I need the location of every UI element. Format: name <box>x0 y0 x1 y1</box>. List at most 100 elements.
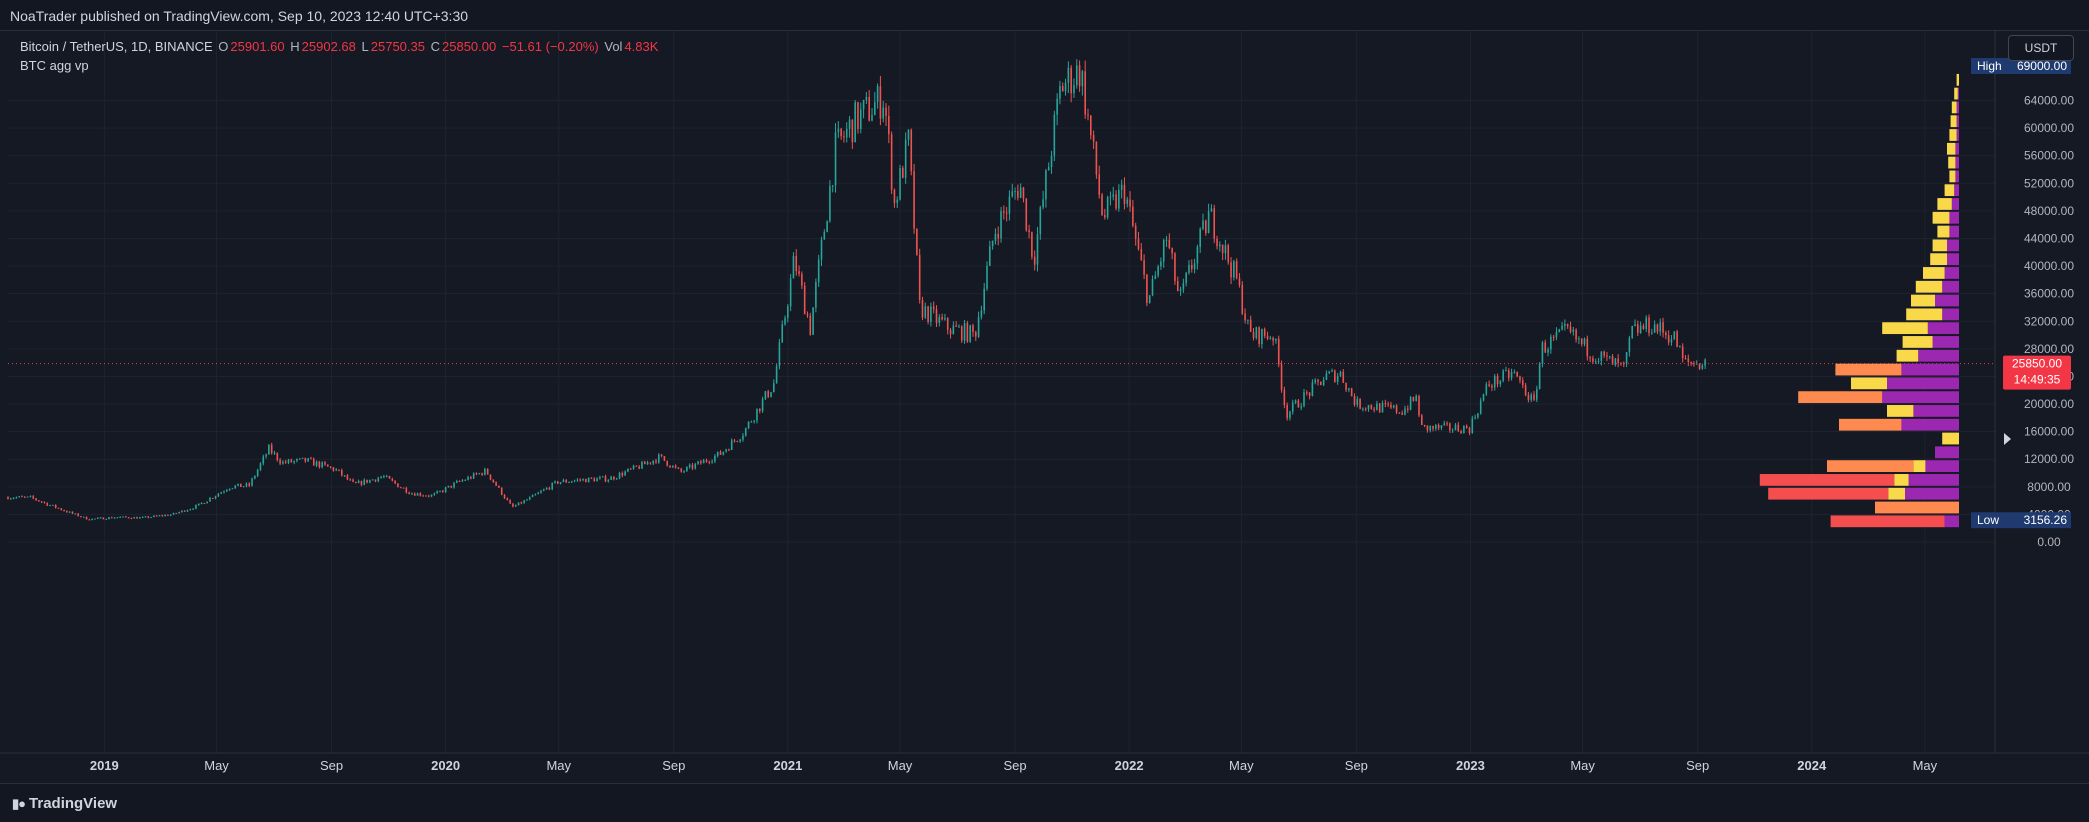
candle-body <box>273 452 276 454</box>
candle <box>1415 394 1417 402</box>
candle <box>837 121 840 138</box>
candle <box>579 478 582 482</box>
candle <box>573 479 576 483</box>
candle-body <box>585 478 587 483</box>
candle-body <box>228 488 231 491</box>
candle-body <box>1151 279 1154 296</box>
candle-body <box>1179 289 1182 291</box>
candle <box>1395 404 1398 415</box>
candle-body <box>674 465 677 468</box>
price-tick-label: 44000.00 <box>2024 231 2074 245</box>
candle <box>1493 373 1496 391</box>
candle-body <box>307 458 309 462</box>
candle-body <box>1350 388 1353 397</box>
candle-body <box>638 466 640 469</box>
candle-body <box>1684 358 1687 360</box>
candle-body <box>1272 337 1274 341</box>
candle <box>1449 422 1451 433</box>
candle <box>1036 226 1039 272</box>
candle-body <box>352 479 354 482</box>
candle-body <box>1440 425 1443 429</box>
candle <box>1207 203 1210 234</box>
candle-body <box>1143 260 1145 275</box>
candle-body <box>408 492 410 494</box>
candle <box>1536 385 1538 403</box>
scroll-right-icon[interactable] <box>2004 433 2011 445</box>
candle <box>1193 258 1196 274</box>
candle-body <box>1126 199 1129 204</box>
candle <box>284 459 287 464</box>
vp-bar-purple <box>1935 446 1959 459</box>
candle <box>357 479 360 484</box>
candle <box>1359 398 1361 410</box>
candle-body <box>767 391 770 397</box>
candle-body <box>1429 426 1432 431</box>
candle-body <box>1499 380 1502 385</box>
chart-background <box>0 31 2089 783</box>
candle-body <box>624 471 626 476</box>
candle <box>259 462 262 472</box>
candle-body <box>1011 191 1014 197</box>
candle-body <box>663 455 666 461</box>
candle <box>12 497 15 500</box>
candle-body <box>773 383 775 392</box>
candle-body <box>711 461 713 463</box>
candle-body <box>1580 338 1583 345</box>
candle <box>189 508 192 511</box>
candle-body <box>1662 322 1664 333</box>
currency-button[interactable]: USDT <box>2008 35 2074 61</box>
candle <box>694 462 697 470</box>
candle <box>447 485 450 488</box>
candle <box>1238 273 1241 288</box>
candle-body <box>1460 431 1462 434</box>
vp-bar-orange <box>1875 501 1959 514</box>
candle-body <box>203 503 206 505</box>
candle <box>1165 235 1168 247</box>
candle <box>627 468 629 473</box>
candle <box>1303 388 1305 408</box>
candle <box>310 456 312 460</box>
candle <box>991 240 994 250</box>
candle-body <box>503 494 506 499</box>
candle-body <box>425 495 427 497</box>
candle-body <box>520 502 523 504</box>
candle-body <box>1634 324 1636 326</box>
candle-body <box>613 476 615 480</box>
candle-body <box>932 306 935 310</box>
candle-body <box>296 459 298 461</box>
candle <box>739 438 741 443</box>
candle <box>688 463 691 469</box>
candle <box>1137 231 1140 251</box>
candle <box>955 321 957 327</box>
candle-body <box>1676 331 1678 348</box>
candle <box>787 303 789 323</box>
candle <box>80 515 82 518</box>
price-chart[interactable]: 0.004000.008000.0012000.0016000.0020000.… <box>0 31 2089 783</box>
candle-body <box>467 477 469 480</box>
candle-body <box>186 510 189 512</box>
price-tick-label: 60000.00 <box>2024 121 2074 135</box>
candle-body <box>1205 220 1207 234</box>
candle <box>798 265 800 277</box>
candle-body <box>1507 370 1510 378</box>
candle <box>1693 361 1695 367</box>
candle-body <box>573 480 576 482</box>
candle <box>641 460 643 469</box>
candle-body <box>1648 317 1650 334</box>
candle-body <box>183 510 186 512</box>
candle-body <box>669 465 671 468</box>
candle <box>512 502 514 508</box>
vp-bar-yellow <box>1949 170 1956 183</box>
candle-body <box>1339 371 1342 376</box>
candle <box>958 324 960 328</box>
indicator-name[interactable]: BTC agg vp <box>20 58 89 73</box>
candle-body <box>1171 248 1173 254</box>
vp-bar-purple <box>1913 405 1959 417</box>
tradingview-logo[interactable]: ▮● TradingView <box>12 795 117 812</box>
candle-body <box>618 473 621 479</box>
candle-body <box>21 496 23 498</box>
vp-bar-purple <box>1955 170 1959 183</box>
candle <box>82 516 85 518</box>
candle <box>1101 192 1103 216</box>
candle-body <box>1199 228 1201 247</box>
